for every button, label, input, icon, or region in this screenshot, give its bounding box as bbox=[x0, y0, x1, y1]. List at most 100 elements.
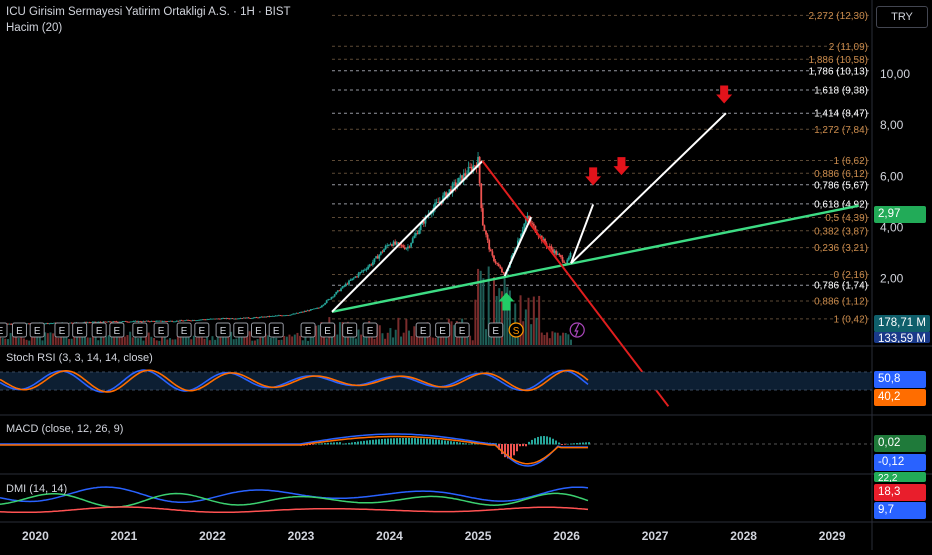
di-minus-badge: 18,3 bbox=[874, 484, 926, 501]
candle-body bbox=[204, 319, 207, 321]
candle-body bbox=[341, 286, 344, 289]
volume-bar bbox=[556, 332, 559, 345]
volume-bar bbox=[450, 321, 453, 345]
macd-hist-bar bbox=[519, 444, 521, 447]
earnings-marker-icon: E bbox=[34, 326, 41, 337]
earnings-marker-box bbox=[268, 322, 284, 338]
earnings-marker-box bbox=[320, 322, 336, 338]
fib-level-label: 1,272 (7,84) bbox=[814, 125, 868, 136]
candle-body bbox=[445, 192, 448, 198]
symbol-title[interactable]: ICU Girisim Sermayesi Yatirim Ortakligi … bbox=[6, 6, 291, 18]
candle-body bbox=[297, 312, 299, 314]
candle-body bbox=[166, 321, 169, 322]
volume-bar bbox=[113, 332, 116, 345]
candle-body bbox=[330, 297, 333, 299]
volume-bar bbox=[402, 332, 405, 345]
candle-body bbox=[327, 299, 330, 301]
volume-bar bbox=[471, 340, 474, 345]
macd-hist-bar bbox=[552, 438, 554, 445]
dmi-label[interactable]: DMI (14, 14) bbox=[6, 483, 68, 495]
candle-body bbox=[128, 321, 130, 323]
candle-body bbox=[480, 183, 483, 209]
volume-bar bbox=[187, 334, 190, 345]
candle-body bbox=[365, 269, 368, 270]
candle-body bbox=[107, 321, 110, 323]
volume-bar bbox=[211, 336, 214, 345]
macd-hist-bar bbox=[348, 442, 350, 445]
candle-body bbox=[257, 317, 260, 319]
candle-body bbox=[368, 264, 371, 267]
volume-indicator-label[interactable]: Hacim (20) bbox=[6, 22, 63, 34]
candle-body bbox=[250, 318, 253, 320]
candle-body bbox=[306, 310, 309, 312]
macd-hist-bar bbox=[498, 444, 500, 450]
candle-body bbox=[158, 320, 161, 322]
candle-body bbox=[357, 273, 360, 277]
macd-label[interactable]: MACD (close, 12, 26, 9) bbox=[6, 423, 124, 435]
earnings-marker: E bbox=[72, 322, 88, 338]
earnings-marker-box bbox=[91, 322, 107, 338]
volume-bar bbox=[145, 331, 148, 345]
volume-bar bbox=[168, 338, 171, 345]
earnings-marker-box bbox=[54, 322, 70, 338]
time-axis-label: 2029 bbox=[819, 529, 846, 543]
candle-body bbox=[415, 233, 417, 236]
volume-bar bbox=[0, 334, 1, 345]
earnings-marker-icon: E bbox=[181, 326, 188, 337]
fib-level-label: 2 (11,09) bbox=[829, 42, 868, 53]
earnings-marker-icon: E bbox=[114, 326, 121, 337]
candle-body bbox=[544, 238, 546, 244]
trendline-white-projection-1 bbox=[503, 216, 533, 277]
earnings-marker-box bbox=[300, 322, 316, 338]
macd-hist-bar bbox=[399, 438, 401, 445]
candle-body bbox=[443, 192, 446, 196]
candle-body bbox=[461, 175, 464, 182]
earnings-marker: E bbox=[488, 322, 504, 338]
candle-body bbox=[279, 315, 282, 317]
volume-bar bbox=[551, 331, 554, 345]
volume-bar bbox=[407, 330, 410, 345]
volume-bar bbox=[22, 338, 25, 345]
volume-bar bbox=[405, 319, 408, 345]
candle-body bbox=[332, 296, 334, 298]
volume-bar bbox=[118, 332, 121, 345]
candle-body bbox=[416, 233, 419, 235]
currency-button[interactable]: TRY bbox=[876, 6, 928, 28]
candle-body bbox=[424, 216, 427, 224]
volume-bar bbox=[73, 335, 76, 345]
volume-bar bbox=[415, 336, 418, 345]
earnings-marker-box bbox=[176, 322, 192, 338]
last-price-badge: 2,97 bbox=[874, 206, 926, 223]
volume-bar bbox=[543, 334, 546, 345]
candle-body bbox=[196, 320, 199, 321]
volume-bar bbox=[307, 340, 310, 345]
candle-body bbox=[83, 322, 86, 323]
candle-body bbox=[266, 316, 269, 318]
candle-body bbox=[99, 321, 102, 323]
volume-bar bbox=[264, 333, 267, 345]
candle-body bbox=[567, 257, 570, 260]
candle-body bbox=[177, 320, 180, 322]
volume-bar bbox=[65, 333, 68, 345]
earnings-marker-box bbox=[109, 322, 125, 338]
macd-hist-bar bbox=[507, 444, 509, 459]
earnings-marker: E bbox=[215, 322, 231, 338]
macd-hist-bar bbox=[381, 438, 383, 445]
volume-bar bbox=[315, 325, 318, 345]
volume-bar bbox=[57, 337, 60, 345]
candle-body bbox=[45, 323, 48, 324]
candle-body bbox=[198, 319, 201, 321]
candle-body bbox=[532, 223, 535, 226]
stoch-rsi-label[interactable]: Stoch RSI (3, 3, 14, 14, close) bbox=[6, 352, 153, 364]
candle-body bbox=[247, 317, 250, 319]
volume-bar bbox=[500, 291, 503, 345]
candle-body bbox=[53, 322, 56, 324]
volume-bar bbox=[198, 332, 201, 345]
volume-bar bbox=[99, 331, 102, 345]
candle-body bbox=[201, 319, 204, 321]
fib-level-label: 1,886 (10,58) bbox=[809, 55, 869, 66]
arrow-down-icon bbox=[613, 157, 630, 176]
candle-body bbox=[300, 311, 303, 313]
